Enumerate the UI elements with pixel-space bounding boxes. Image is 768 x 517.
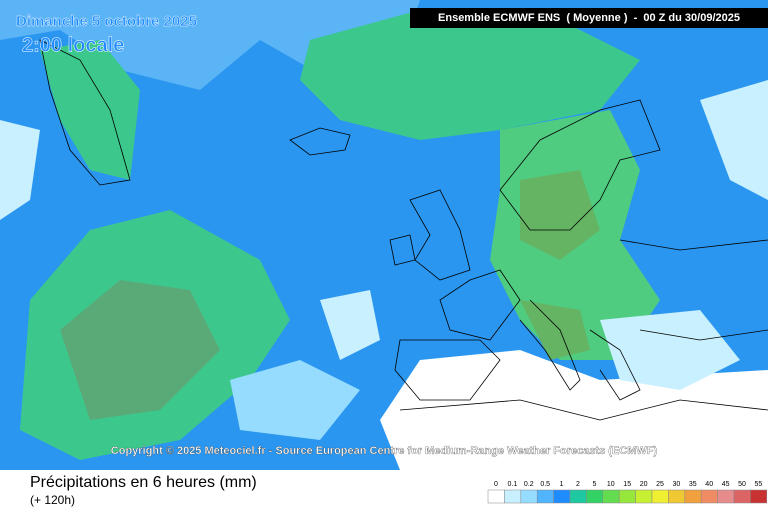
legend-swatch [586, 489, 604, 504]
legend-label: 30 [673, 481, 681, 488]
legend-swatch [651, 489, 669, 504]
time: 2:00 locale [22, 34, 124, 56]
coastlines [39, 39, 768, 421]
legend-label: 2 [576, 481, 580, 488]
copyright: Copyright © 2025 Meteociel.fr - Source E… [111, 445, 658, 457]
legend-label: 35 [689, 481, 697, 488]
legend-swatch [569, 489, 587, 504]
legend-label: 0 [494, 481, 498, 488]
legend-label: 20 [640, 481, 648, 488]
legend: 0 0.1 0.2 0.5 1 2 5 10 15 20 25 30 35 40 45 50 55 [487, 481, 768, 504]
model-info: Ensemble ECMWF ENS ( Moyenne ) - 00 Z du… [438, 12, 740, 24]
legend-label: 0.5 [540, 481, 550, 488]
legend-label: 5 [592, 481, 596, 488]
legend-swatch [487, 489, 505, 504]
date: Dimanche 5 octobre 2025 [16, 13, 197, 30]
legend-label: 1 [560, 481, 564, 488]
legend-swatch [700, 489, 718, 504]
legend-label: 25 [656, 481, 664, 488]
legend-swatch [717, 489, 735, 504]
legend-swatch [553, 489, 571, 504]
footer-title: Précipitations en 6 heures (mm) [30, 474, 257, 491]
legend-label: 0.2 [524, 481, 534, 488]
legend-label: 55 [755, 481, 763, 488]
precipitation-fields [0, 0, 768, 470]
legend-swatch [635, 489, 653, 504]
legend-label: 40 [705, 481, 713, 488]
legend-swatch [668, 489, 686, 504]
legend-swatch [750, 489, 768, 504]
footer-subtitle: (+ 120h) [30, 493, 75, 507]
legend-swatch [684, 489, 702, 504]
legend-label: 10 [607, 481, 615, 488]
legend-label: 45 [722, 481, 730, 488]
legend-label: 50 [738, 481, 746, 488]
legend-swatch [504, 489, 522, 504]
legend-swatch [733, 489, 751, 504]
model-box [410, 8, 768, 28]
legend-swatch [602, 489, 620, 504]
legend-label: 0.1 [508, 481, 518, 488]
legend-swatch [618, 489, 636, 504]
legend-swatch [536, 489, 554, 504]
legend-swatch [520, 489, 538, 504]
legend-label: 15 [623, 481, 631, 488]
